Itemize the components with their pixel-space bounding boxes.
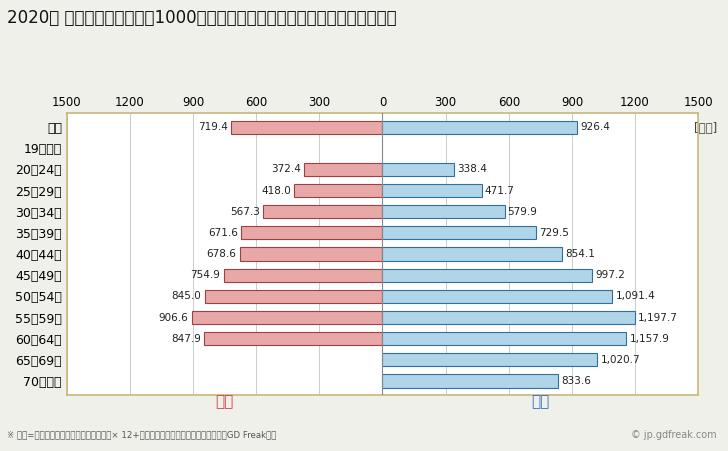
Bar <box>382 374 558 387</box>
Bar <box>240 248 382 261</box>
Text: 女性: 女性 <box>215 394 234 409</box>
Text: 845.0: 845.0 <box>172 291 202 301</box>
Text: 833.6: 833.6 <box>561 376 591 386</box>
Bar <box>382 269 593 282</box>
Bar <box>263 205 382 218</box>
Text: 719.4: 719.4 <box>198 122 228 132</box>
Bar <box>382 120 577 133</box>
Text: 729.5: 729.5 <box>539 228 569 238</box>
Text: 678.6: 678.6 <box>207 249 237 259</box>
Bar <box>382 311 635 324</box>
Bar <box>295 184 382 197</box>
Text: 男性: 男性 <box>531 394 550 409</box>
Bar <box>304 163 382 176</box>
Bar <box>205 290 382 303</box>
Bar <box>231 120 382 133</box>
Text: ※ 年収=「きまって支給する現金給与額」× 12+「年間賞与その他特別給与額」としてGD Freak推計: ※ 年収=「きまって支給する現金給与額」× 12+「年間賞与その他特別給与額」と… <box>7 431 277 440</box>
Text: 1,197.7: 1,197.7 <box>638 313 678 322</box>
Bar <box>382 184 482 197</box>
Bar <box>191 311 382 324</box>
Bar <box>241 226 382 239</box>
Text: 854.1: 854.1 <box>566 249 596 259</box>
Text: 906.6: 906.6 <box>159 313 189 322</box>
Text: 1,157.9: 1,157.9 <box>629 334 669 344</box>
Text: 926.4: 926.4 <box>581 122 611 132</box>
Text: 567.3: 567.3 <box>230 207 260 217</box>
Text: 471.7: 471.7 <box>485 185 515 196</box>
Bar <box>382 353 597 366</box>
Bar <box>204 332 382 345</box>
Text: 1,091.4: 1,091.4 <box>615 291 655 301</box>
Text: [万円]: [万円] <box>694 122 717 135</box>
Text: 847.9: 847.9 <box>171 334 201 344</box>
Text: 997.2: 997.2 <box>596 270 625 280</box>
Text: 1,020.7: 1,020.7 <box>601 355 640 365</box>
Bar <box>382 332 626 345</box>
Bar <box>382 248 562 261</box>
Text: 671.6: 671.6 <box>208 228 238 238</box>
Text: 754.9: 754.9 <box>191 270 221 280</box>
Bar <box>382 205 505 218</box>
Bar <box>382 163 454 176</box>
Bar <box>382 226 536 239</box>
Bar <box>223 269 382 282</box>
Text: 338.4: 338.4 <box>457 165 487 175</box>
Text: © jp.gdfreak.com: © jp.gdfreak.com <box>631 430 717 440</box>
Text: 418.0: 418.0 <box>261 185 291 196</box>
Bar <box>382 290 612 303</box>
Text: 372.4: 372.4 <box>271 165 301 175</box>
Text: 579.9: 579.9 <box>507 207 537 217</box>
Text: 2020年 民間企業（従業者数1000人以上）フルタイム労働者の男女別平均年収: 2020年 民間企業（従業者数1000人以上）フルタイム労働者の男女別平均年収 <box>7 9 397 27</box>
